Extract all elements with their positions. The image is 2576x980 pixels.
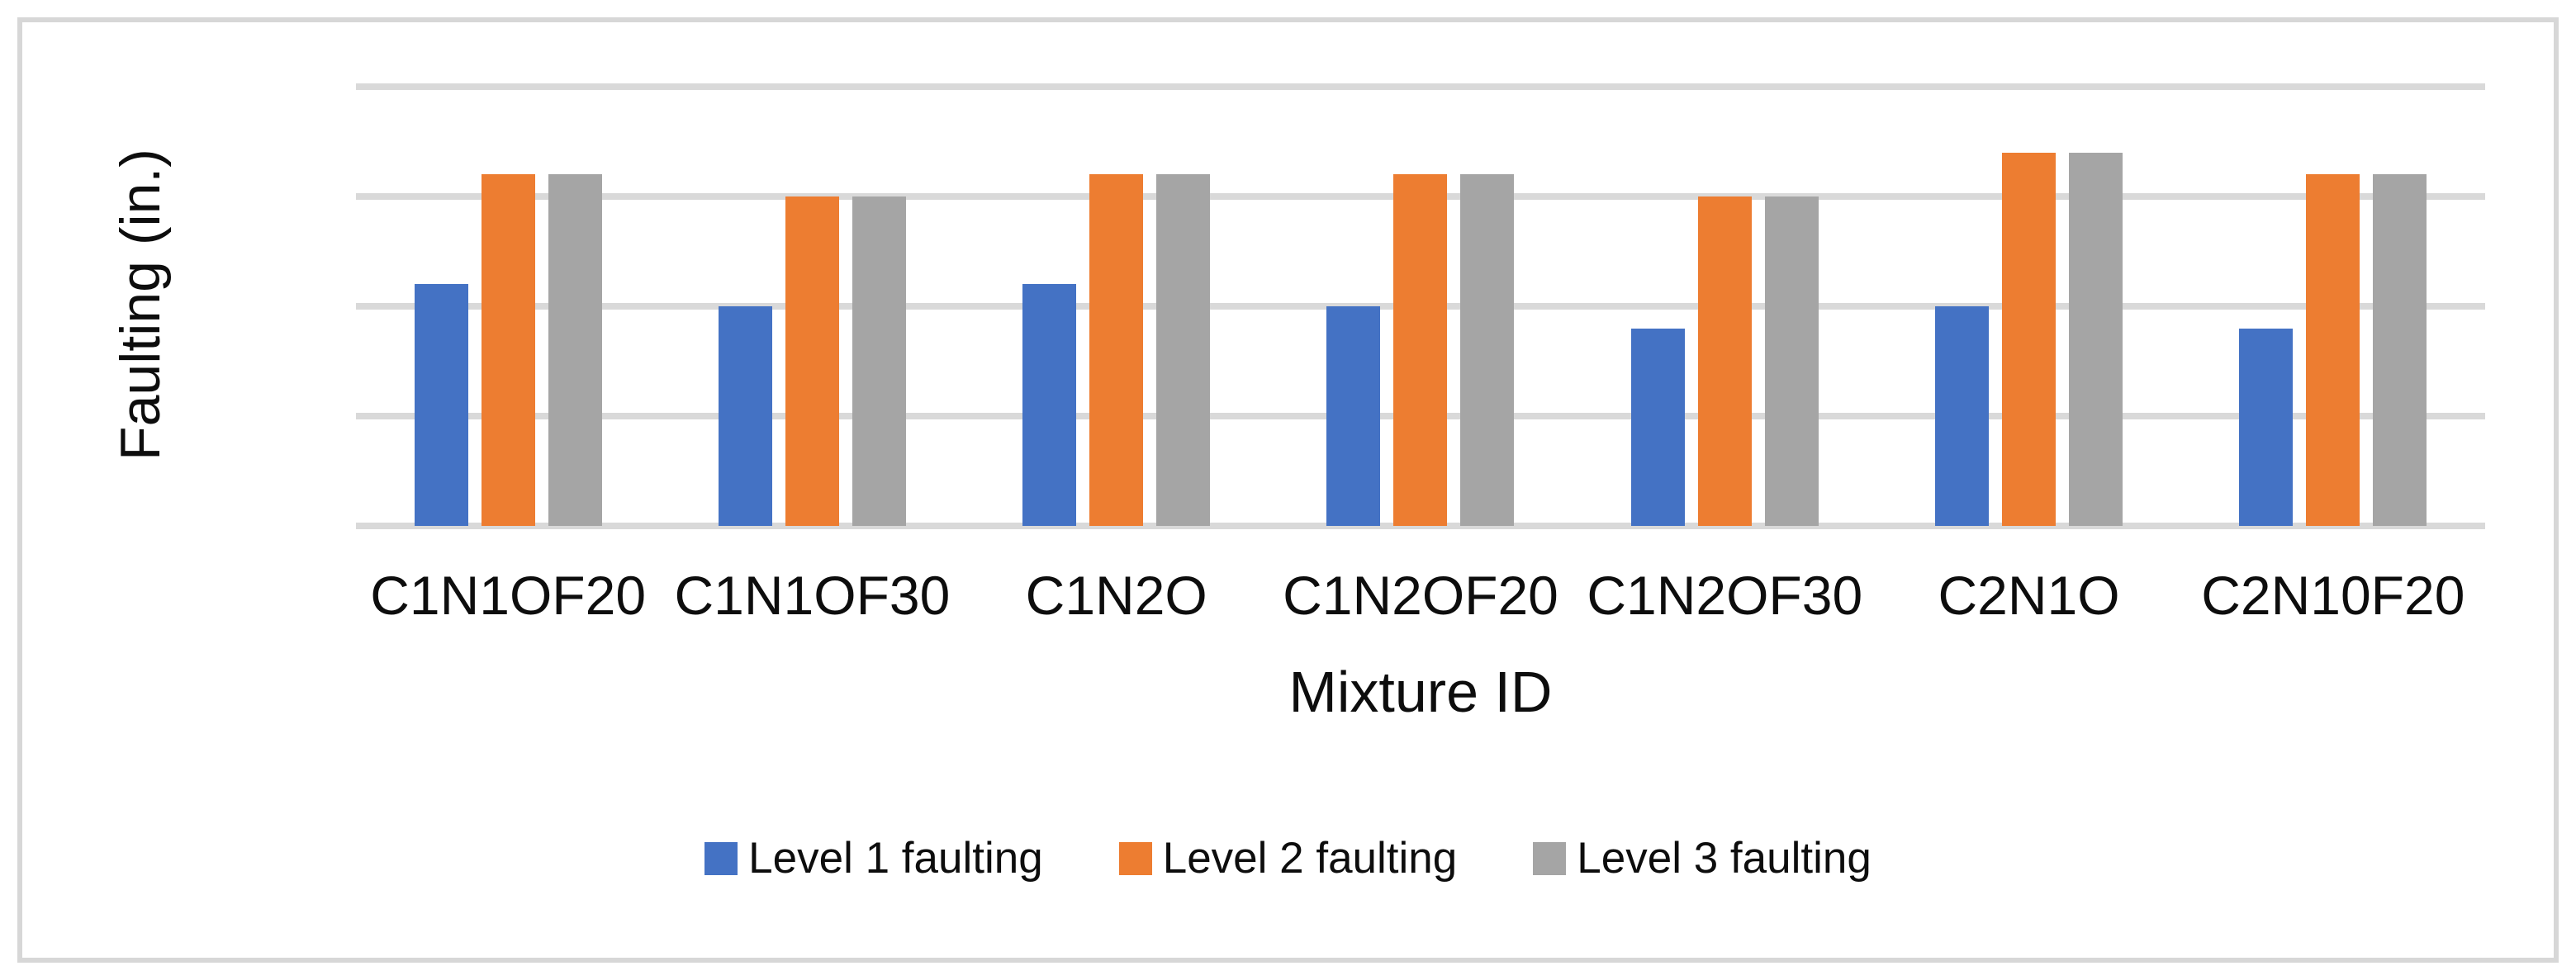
- x-tick-label: C1N2OF20: [1283, 565, 1558, 626]
- x-tick-label: C1N1OF20: [370, 565, 647, 626]
- bar: [1460, 174, 1515, 526]
- bar: [548, 174, 602, 526]
- bar: [1022, 284, 1077, 526]
- legend-swatch: [1118, 841, 1152, 875]
- bar: [2069, 153, 2123, 526]
- bar: [852, 196, 906, 526]
- bar: [2373, 174, 2427, 526]
- bar: [718, 306, 772, 526]
- legend-swatch: [704, 841, 738, 875]
- legend-label: Level 3 faulting: [1577, 834, 1872, 883]
- bar-group: [660, 87, 964, 526]
- legend-item: Level 2 faulting: [1118, 834, 1458, 883]
- bar: [1764, 196, 1819, 526]
- x-tick-label: C2N1O: [1938, 565, 2120, 626]
- x-tick-label: C1N2OF30: [1587, 565, 1863, 626]
- plot-area: [356, 83, 2485, 529]
- bar-groups: [356, 87, 2485, 526]
- bar: [1089, 174, 1144, 526]
- legend-label: Level 1 faulting: [748, 834, 1043, 883]
- gridline: [356, 523, 2485, 529]
- bar: [1697, 196, 1752, 526]
- bar: [414, 284, 468, 526]
- bar: [2306, 174, 2360, 526]
- bar: [2239, 329, 2294, 526]
- bar-group: [1876, 87, 2180, 526]
- gridline: [356, 83, 2485, 90]
- bar: [2002, 153, 2057, 526]
- legend-item: Level 3 faulting: [1533, 836, 1872, 880]
- bar-group: [1573, 87, 1876, 526]
- bar-group: [1269, 87, 1573, 526]
- bar: [1630, 329, 1685, 526]
- bar-group: [965, 87, 1269, 526]
- bar: [1326, 306, 1381, 526]
- bar: [1393, 174, 1448, 526]
- x-tick-label: C1N2O: [1025, 565, 1207, 626]
- legend-item: Level 1 faulting: [704, 836, 1043, 880]
- x-axis-title: Mixture ID: [1288, 660, 1553, 724]
- bar: [785, 196, 839, 526]
- bar-group: [356, 87, 660, 526]
- x-axis-tick-labels: C1N1OF20 C1N1OF30 C1N2O C1N2OF20 C1N2OF30 C2N…: [356, 568, 2485, 623]
- bar: [1935, 306, 1990, 526]
- bar: [1156, 174, 1211, 526]
- bar-group: [2181, 87, 2485, 526]
- y-axis-title: Faulting (in.): [109, 149, 172, 461]
- x-tick-label: C2N10F20: [2201, 565, 2465, 626]
- x-tick-label: C1N1OF30: [674, 565, 951, 626]
- legend: Level 1 faulting Level 2 faulting Level 3 …: [0, 836, 2576, 880]
- bar: [481, 174, 535, 526]
- figure-border: [17, 17, 2559, 963]
- legend-label: Level 2 faulting: [1162, 834, 1458, 883]
- legend-swatch: [1533, 841, 1567, 875]
